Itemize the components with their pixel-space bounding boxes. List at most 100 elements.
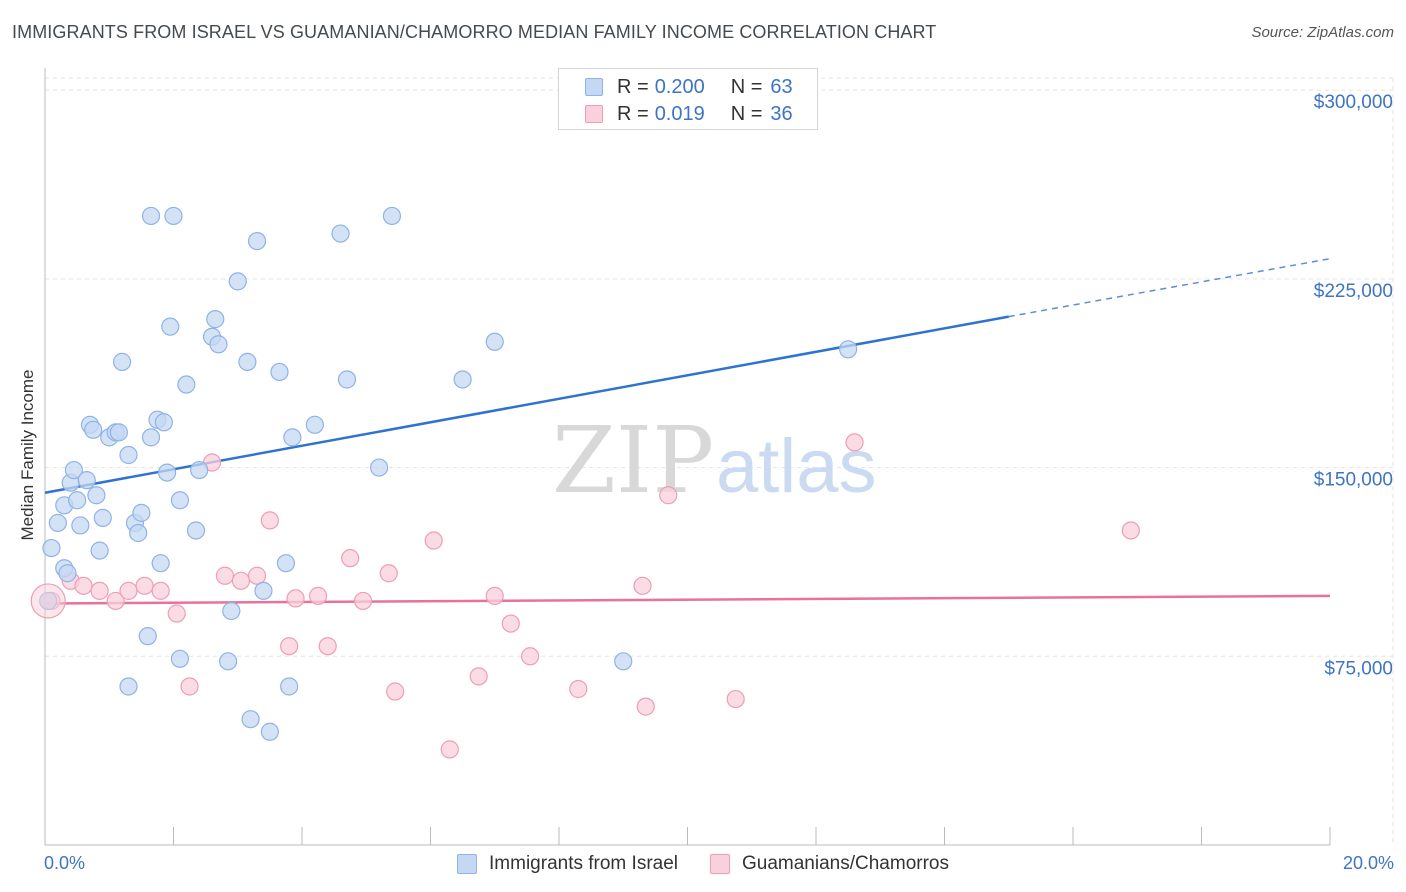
point-israel [337,370,357,389]
point-israel [154,413,173,432]
point-guamanian [106,591,125,611]
correlation-legend: R = 0.200 N = 63 R = 0.019 N = 36 [558,68,818,130]
point-israel [283,428,302,447]
point-israel [119,445,138,465]
point-israel [370,458,389,477]
point-israel [190,460,209,480]
point-guamanian [469,667,488,686]
point-guamanian [180,677,199,696]
point-guamanian [353,591,373,611]
point-israel [48,513,67,533]
point-guamanian [501,614,520,633]
legend-item-guamanian[interactable]: Guamanians/Chamorros [710,853,949,875]
legend-n-value: 63 [770,75,793,98]
point-israel [305,415,324,434]
point-guamanian [260,511,279,530]
legend-label-israel: Immigrants from Israel [489,853,678,874]
legend-r-label: R = [617,75,649,98]
point-israel [138,627,157,646]
point-israel [331,224,350,243]
point-israel [164,206,183,226]
point-israel [157,463,177,482]
point-guamanian [726,689,745,709]
point-israel [453,370,472,389]
point-israel [206,310,225,329]
point-israel [151,554,170,573]
legend-row-israel: R = 0.200 N = 63 [585,75,793,99]
point-israel [170,649,190,668]
legend-r-value: 0.200 [654,75,705,98]
point-israel [247,232,267,251]
point-guamanian [520,647,540,666]
point-layer [30,206,1140,759]
point-guamanian [341,549,360,568]
point-israel [161,317,180,336]
chart-source: Source: ZipAtlas.com [1251,24,1394,41]
point-israel [238,352,257,371]
point-guamanian [119,581,138,600]
point-israel [58,564,77,583]
point-guamanian [386,682,405,701]
series-legend: Immigrants from Israel Guamanians/Chamor… [0,850,1406,878]
point-israel [280,677,299,696]
point-guamanian [90,581,109,600]
y-tick-label: $225,000 [1314,281,1393,302]
point-guamanian [215,566,234,585]
point-israel [177,375,196,394]
legend-r-label: R = [617,102,649,125]
trendline-israel-extension [1008,257,1331,318]
point-guamanian [424,531,443,550]
point-israel [141,428,161,447]
point-israel [132,503,151,522]
point-israel [228,272,247,291]
chart-title: IMMIGRANTS FROM ISRAEL VS GUAMANIAN/CHAM… [12,22,937,42]
axis-layer: $75,000 $150,000 $225,000 $300,000 0.0% 20.0% [44,68,1394,873]
point-israel [42,538,61,558]
point-guamanian [231,571,251,590]
legend-n-label: N = [730,102,763,125]
point-israel [129,523,148,543]
x-tick-label: 20.0% [1343,853,1394,873]
point-israel [68,491,87,510]
point-guamanian [30,583,66,619]
point-guamanian [318,637,337,656]
point-guamanian [633,576,652,595]
point-israel [485,332,504,351]
point-guamanian [135,576,154,595]
legend-r-value: 0.019 [654,102,705,125]
point-israel [254,581,273,600]
point-israel [112,352,132,371]
watermark-zip: ZIP [552,407,714,514]
legend-label-guamanian: Guamanians/Chamorros [742,853,949,874]
point-israel [186,521,206,540]
point-guamanian [308,586,328,605]
point-israel [241,710,260,729]
point-israel [64,460,84,480]
legend-n-value: 36 [770,102,793,125]
point-guamanian [286,589,305,608]
y-tick-label: $75,000 [1324,658,1393,679]
point-guamanian [569,679,588,699]
point-israel [270,362,289,382]
point-israel [141,206,161,226]
point-guamanian [280,637,299,656]
legend-row-guamanian: R = 0.019 N = 36 [585,102,793,126]
point-guamanian [151,581,170,600]
x-tick-label: 0.0% [44,853,85,873]
point-guamanian [1121,521,1140,540]
point-israel [614,652,633,671]
point-israel [382,206,402,226]
point-guamanian [379,564,398,583]
point-guamanian [485,586,504,605]
y-axis-label: Median Family Income [18,369,37,540]
trendline-guamanian [44,594,1331,605]
point-guamanian [845,433,864,452]
point-israel [219,652,238,671]
point-israel [93,508,112,527]
point-israel [109,423,128,442]
legend-item-israel[interactable]: Immigrants from Israel [457,853,678,875]
watermark: ZIP atlas [552,407,877,514]
point-israel [87,486,106,505]
point-israel [170,491,190,510]
